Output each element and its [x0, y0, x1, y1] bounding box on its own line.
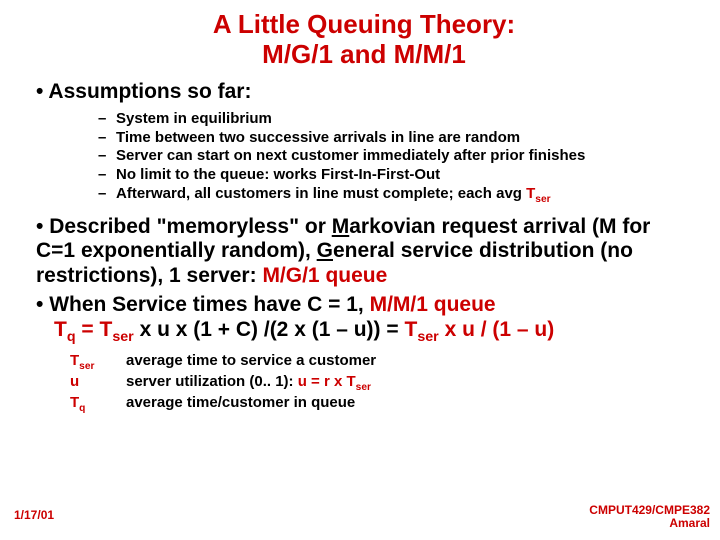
- def-tser: Tser average time to service a customer: [70, 352, 700, 373]
- def-tq: Tq average time/customer in queue: [70, 394, 700, 415]
- list-item: Time between two successive arrivals in …: [98, 129, 700, 148]
- markovian-m: M: [332, 215, 350, 238]
- list-item: System in equilibrium: [98, 110, 700, 129]
- list-item: Afterward, all customers in line must co…: [98, 185, 700, 207]
- def-u: u server utilization (0.. 1): u = r x Ts…: [70, 373, 700, 394]
- title-line1: A Little Queuing Theory:: [213, 9, 515, 39]
- footer-date: 1/17/01: [14, 508, 54, 522]
- t-ser: Tser: [526, 185, 550, 202]
- list-item: No limit to the queue: works First-In-Fi…: [98, 166, 700, 185]
- general-g: G: [317, 239, 333, 262]
- footer-course: CMPUT429/CMPE382 Amaral: [589, 504, 710, 530]
- slide-title: A Little Queuing Theory: M/G/1 and M/M/1: [28, 10, 700, 70]
- mg1-queue: M/G/1 queue: [262, 264, 387, 287]
- bullet-assumptions: Assumptions so far:: [36, 80, 700, 104]
- title-line2: M/G/1 and M/M/1: [262, 39, 466, 69]
- assumption-list: System in equilibrium Time between two s…: [98, 110, 700, 207]
- definitions: Tser average time to service a customer …: [70, 352, 700, 416]
- mm1-queue: M/M/1 queue: [370, 293, 496, 316]
- list-item: Server can start on next customer immedi…: [98, 147, 700, 166]
- bullet-described: Described "memoryless" or Markovian requ…: [36, 215, 690, 289]
- bullet-mm1: When Service times have C = 1, M/M/1 que…: [36, 293, 690, 346]
- equation-tq: Tq = Tser x u x (1 + C) /(2 x (1 – u)) =…: [36, 318, 690, 346]
